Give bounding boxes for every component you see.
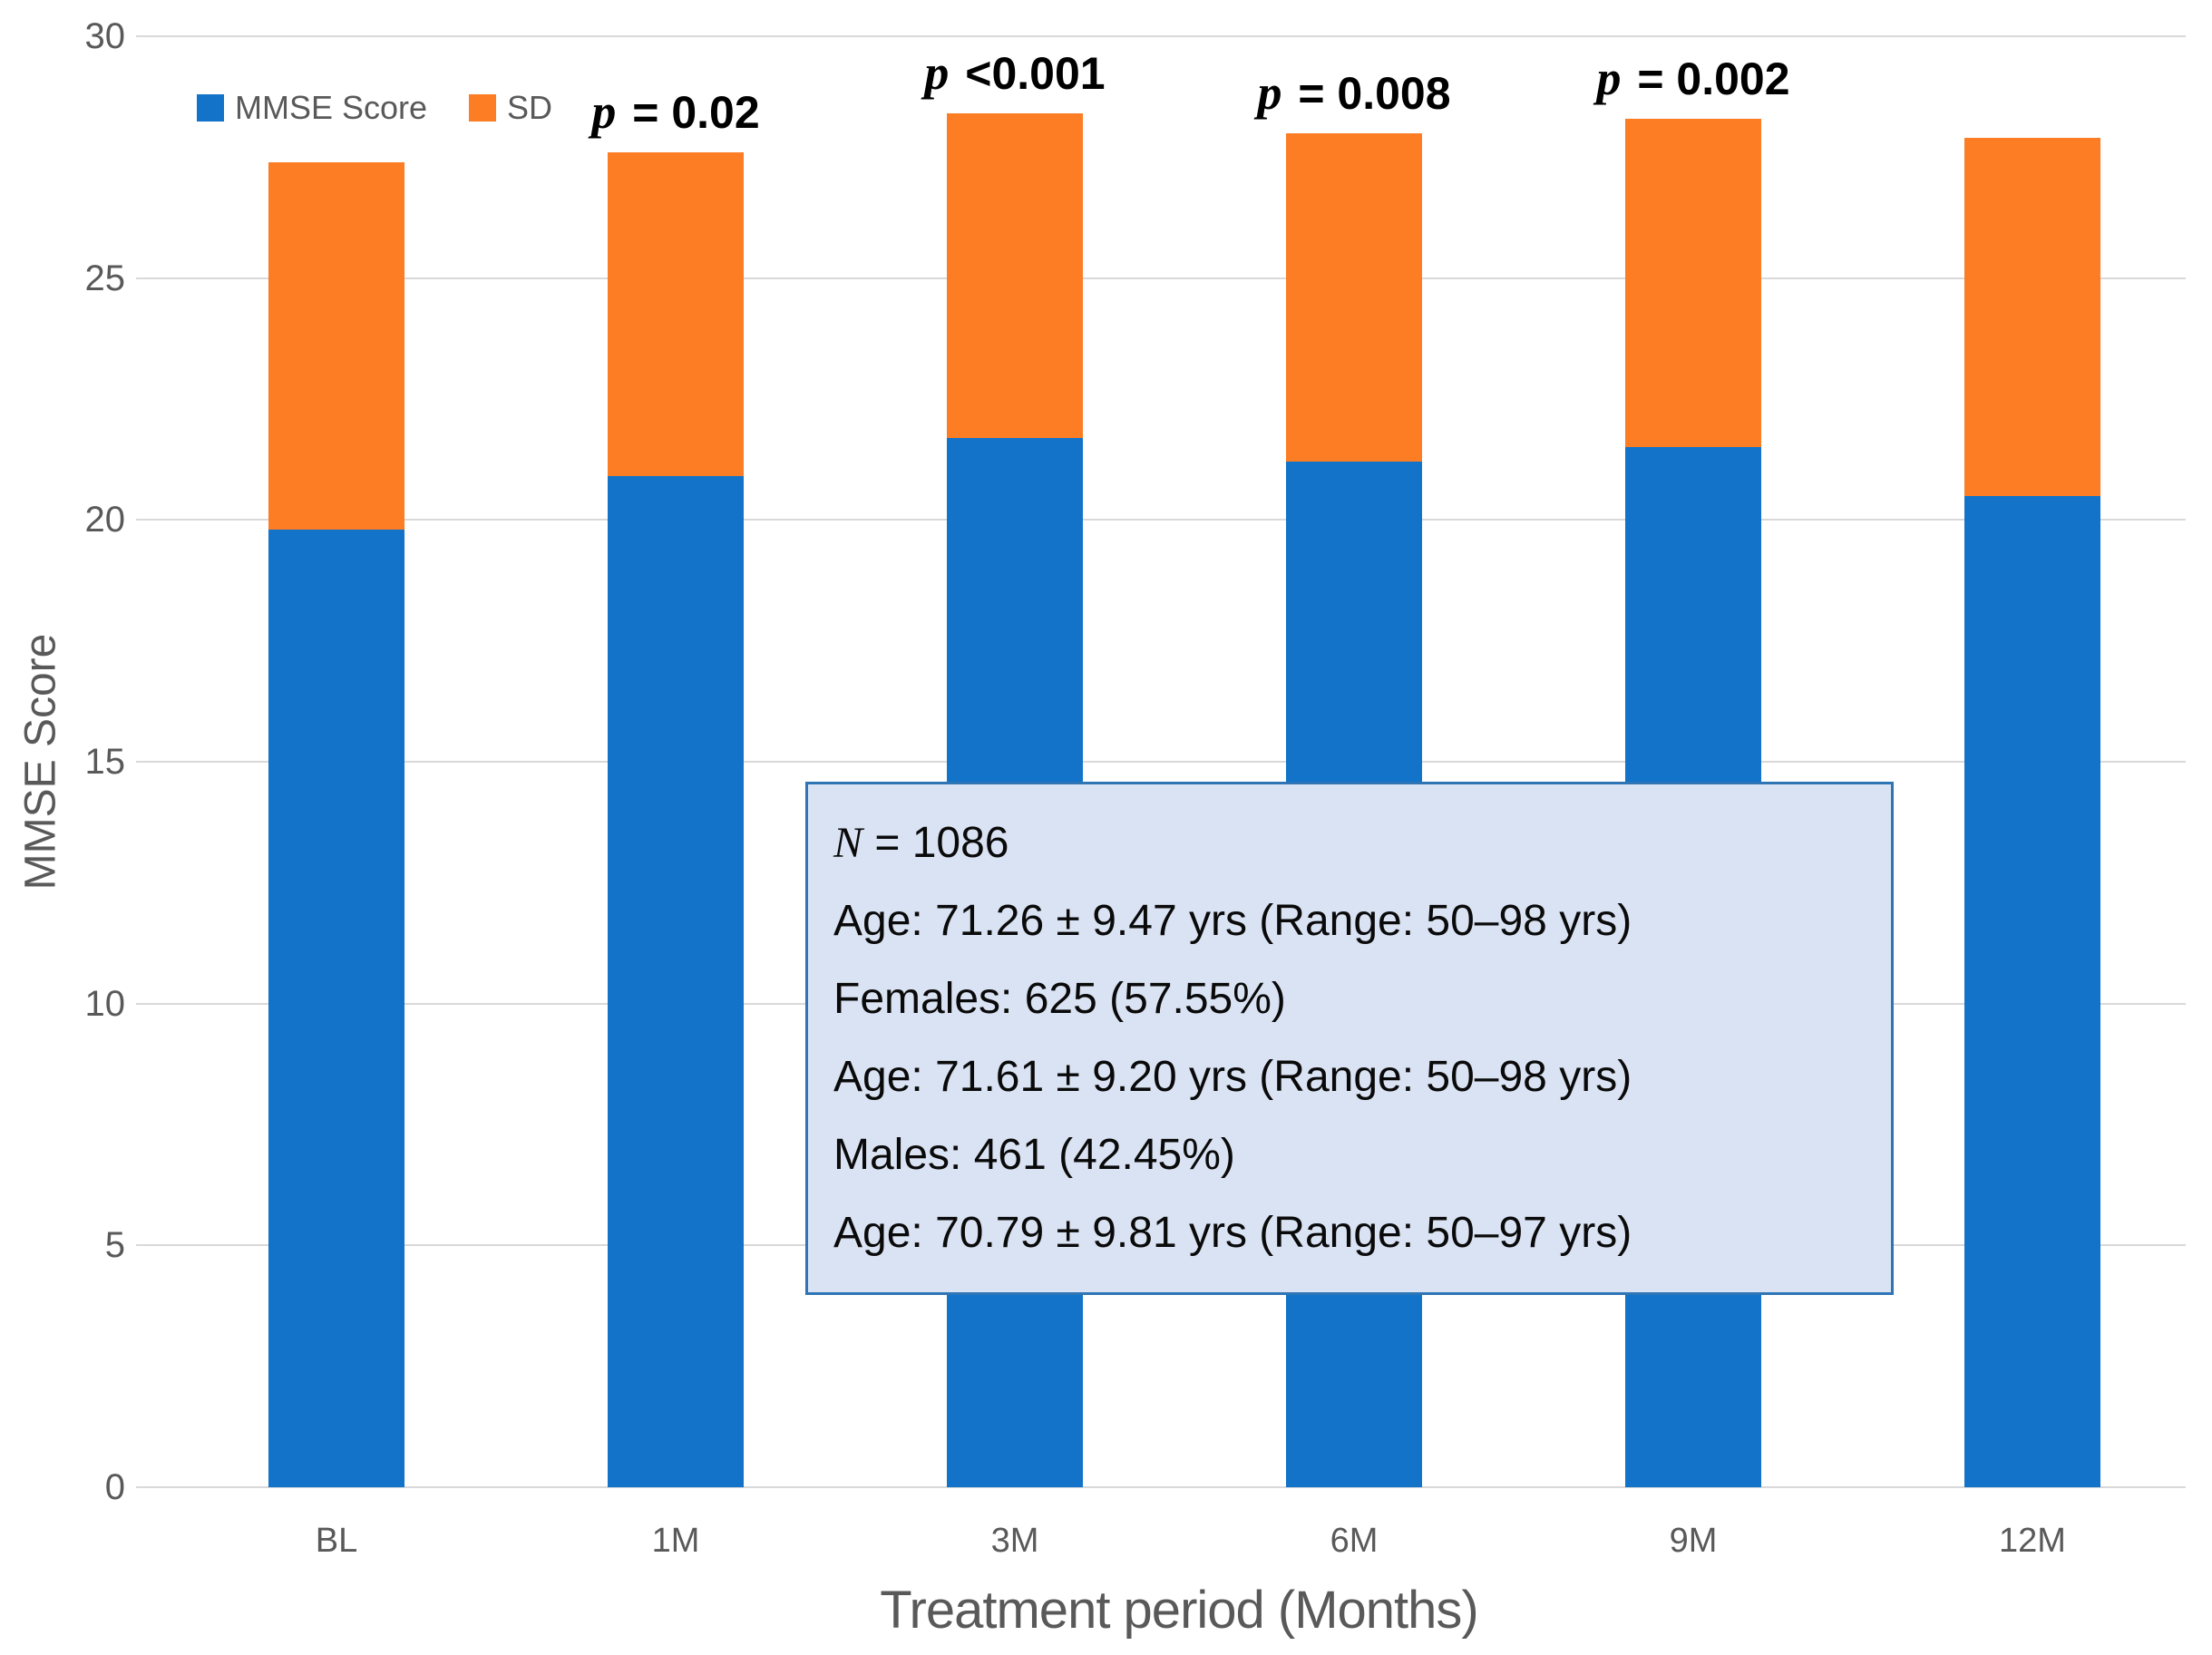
bar-1M-mmse <box>608 476 744 1487</box>
legend-label: SD <box>507 89 553 126</box>
bar-3M-sd <box>947 113 1083 438</box>
bar-6M-sd <box>1286 132 1422 462</box>
p-italic: p <box>1257 64 1282 120</box>
x-tick-label-9M: 9M <box>1669 1522 1718 1560</box>
gridline-y-20 <box>136 519 2186 521</box>
gridline-y-15 <box>136 761 2186 763</box>
p-italic: p <box>591 84 617 139</box>
statistics-box: N = 1086 Age: 71.26 ± 9.47 yrs (Range: 50… <box>805 782 1894 1295</box>
bar-BL-sd <box>268 161 404 530</box>
legend-label: MMSE Score <box>235 89 428 126</box>
legend-swatch-icon <box>197 94 224 122</box>
legend-item-mmse-score: MMSE Score <box>197 89 427 127</box>
legend-item-sd: SD <box>469 89 552 127</box>
y-tick-label-20: 20 <box>84 500 126 540</box>
y-tick-label-5: 5 <box>104 1225 125 1266</box>
statistics-line: Age: 71.61 ± 9.20 yrs (Range: 50–98 yrs) <box>833 1053 1632 1101</box>
x-tick-label-BL: BL <box>315 1522 358 1560</box>
x-axis-title: Treatment period (Months) <box>880 1581 1478 1640</box>
x-tick-label-12M: 12M <box>1999 1522 2066 1560</box>
bar-12M-sd <box>1964 138 2100 496</box>
statistics-line: Age: 70.79 ± 9.81 yrs (Range: 50–97 yrs) <box>833 1209 1632 1257</box>
p-value-label-9M: p = 0.002 <box>1596 50 1790 105</box>
x-tick-label-3M: 3M <box>990 1522 1039 1560</box>
p-italic: p <box>1596 50 1622 105</box>
x-tick-label-1M: 1M <box>651 1522 700 1560</box>
y-tick-label-25: 25 <box>84 258 126 298</box>
bar-9M-sd <box>1625 118 1761 448</box>
y-tick-label-0: 0 <box>104 1467 125 1507</box>
statistics-line: Females: 625 (57.55%) <box>833 975 1286 1023</box>
y-axis-title: MMSE Score <box>16 633 65 891</box>
statistics-line: N = 1086 <box>833 819 1009 867</box>
gridline-y-25 <box>136 277 2186 279</box>
n-italic: N <box>833 819 863 867</box>
legend-swatch-icon <box>469 94 497 122</box>
p-italic: p <box>924 45 950 101</box>
y-tick-label-10: 10 <box>84 983 126 1024</box>
gridline-y-30 <box>136 35 2186 37</box>
x-tick-label-6M: 6M <box>1330 1522 1379 1560</box>
statistics-line: Males: 461 (42.45%) <box>833 1131 1235 1179</box>
statistics-line: Age: 71.26 ± 9.47 yrs (Range: 50–98 yrs) <box>833 897 1632 945</box>
p-value-label-1M: p = 0.02 <box>591 84 760 139</box>
y-tick-label-30: 30 <box>84 16 126 56</box>
bar-12M-mmse <box>1964 495 2100 1487</box>
bar-1M-sd <box>608 152 744 477</box>
y-tick-label-15: 15 <box>84 742 126 782</box>
p-value-label-6M: p = 0.008 <box>1257 64 1451 120</box>
gridline-y-0 <box>136 1486 2186 1488</box>
legend: MMSE Score SD <box>197 89 594 127</box>
p-value-label-3M: p <0.001 <box>924 45 1106 101</box>
bar-BL-mmse <box>268 530 404 1487</box>
